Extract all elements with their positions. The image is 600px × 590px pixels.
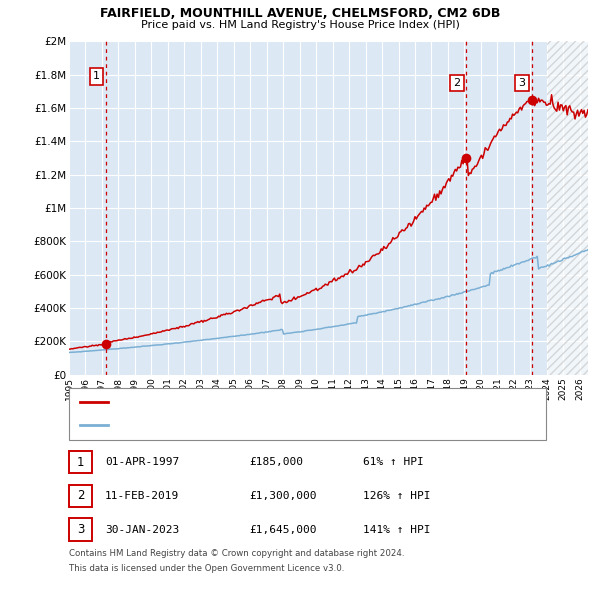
Text: 2: 2 (453, 78, 460, 88)
Text: Contains HM Land Registry data © Crown copyright and database right 2024.: Contains HM Land Registry data © Crown c… (69, 549, 404, 558)
Text: £1,300,000: £1,300,000 (249, 491, 317, 501)
Text: 30-JAN-2023: 30-JAN-2023 (105, 525, 179, 535)
Text: 141% ↑ HPI: 141% ↑ HPI (363, 525, 431, 535)
Text: Price paid vs. HM Land Registry's House Price Index (HPI): Price paid vs. HM Land Registry's House … (140, 20, 460, 30)
Text: 1: 1 (77, 455, 84, 469)
Text: 1: 1 (93, 71, 100, 81)
Text: 126% ↑ HPI: 126% ↑ HPI (363, 491, 431, 501)
Text: £1,645,000: £1,645,000 (249, 525, 317, 535)
Text: 3: 3 (77, 523, 84, 536)
Text: This data is licensed under the Open Government Licence v3.0.: This data is licensed under the Open Gov… (69, 564, 344, 573)
Text: FAIRFIELD, MOUNTHILL AVENUE, CHELMSFORD, CM2 6DB: FAIRFIELD, MOUNTHILL AVENUE, CHELMSFORD,… (100, 7, 500, 20)
Text: 3: 3 (518, 78, 526, 88)
Text: 2: 2 (77, 489, 84, 503)
Text: 01-APR-1997: 01-APR-1997 (105, 457, 179, 467)
Text: 11-FEB-2019: 11-FEB-2019 (105, 491, 179, 501)
Text: £185,000: £185,000 (249, 457, 303, 467)
Text: 61% ↑ HPI: 61% ↑ HPI (363, 457, 424, 467)
Text: FAIRFIELD, MOUNTHILL AVENUE, CHELMSFORD, CM2 6DB (detached house): FAIRFIELD, MOUNTHILL AVENUE, CHELMSFORD,… (112, 397, 489, 407)
Text: HPI: Average price, detached house, Chelmsford: HPI: Average price, detached house, Chel… (112, 420, 354, 430)
